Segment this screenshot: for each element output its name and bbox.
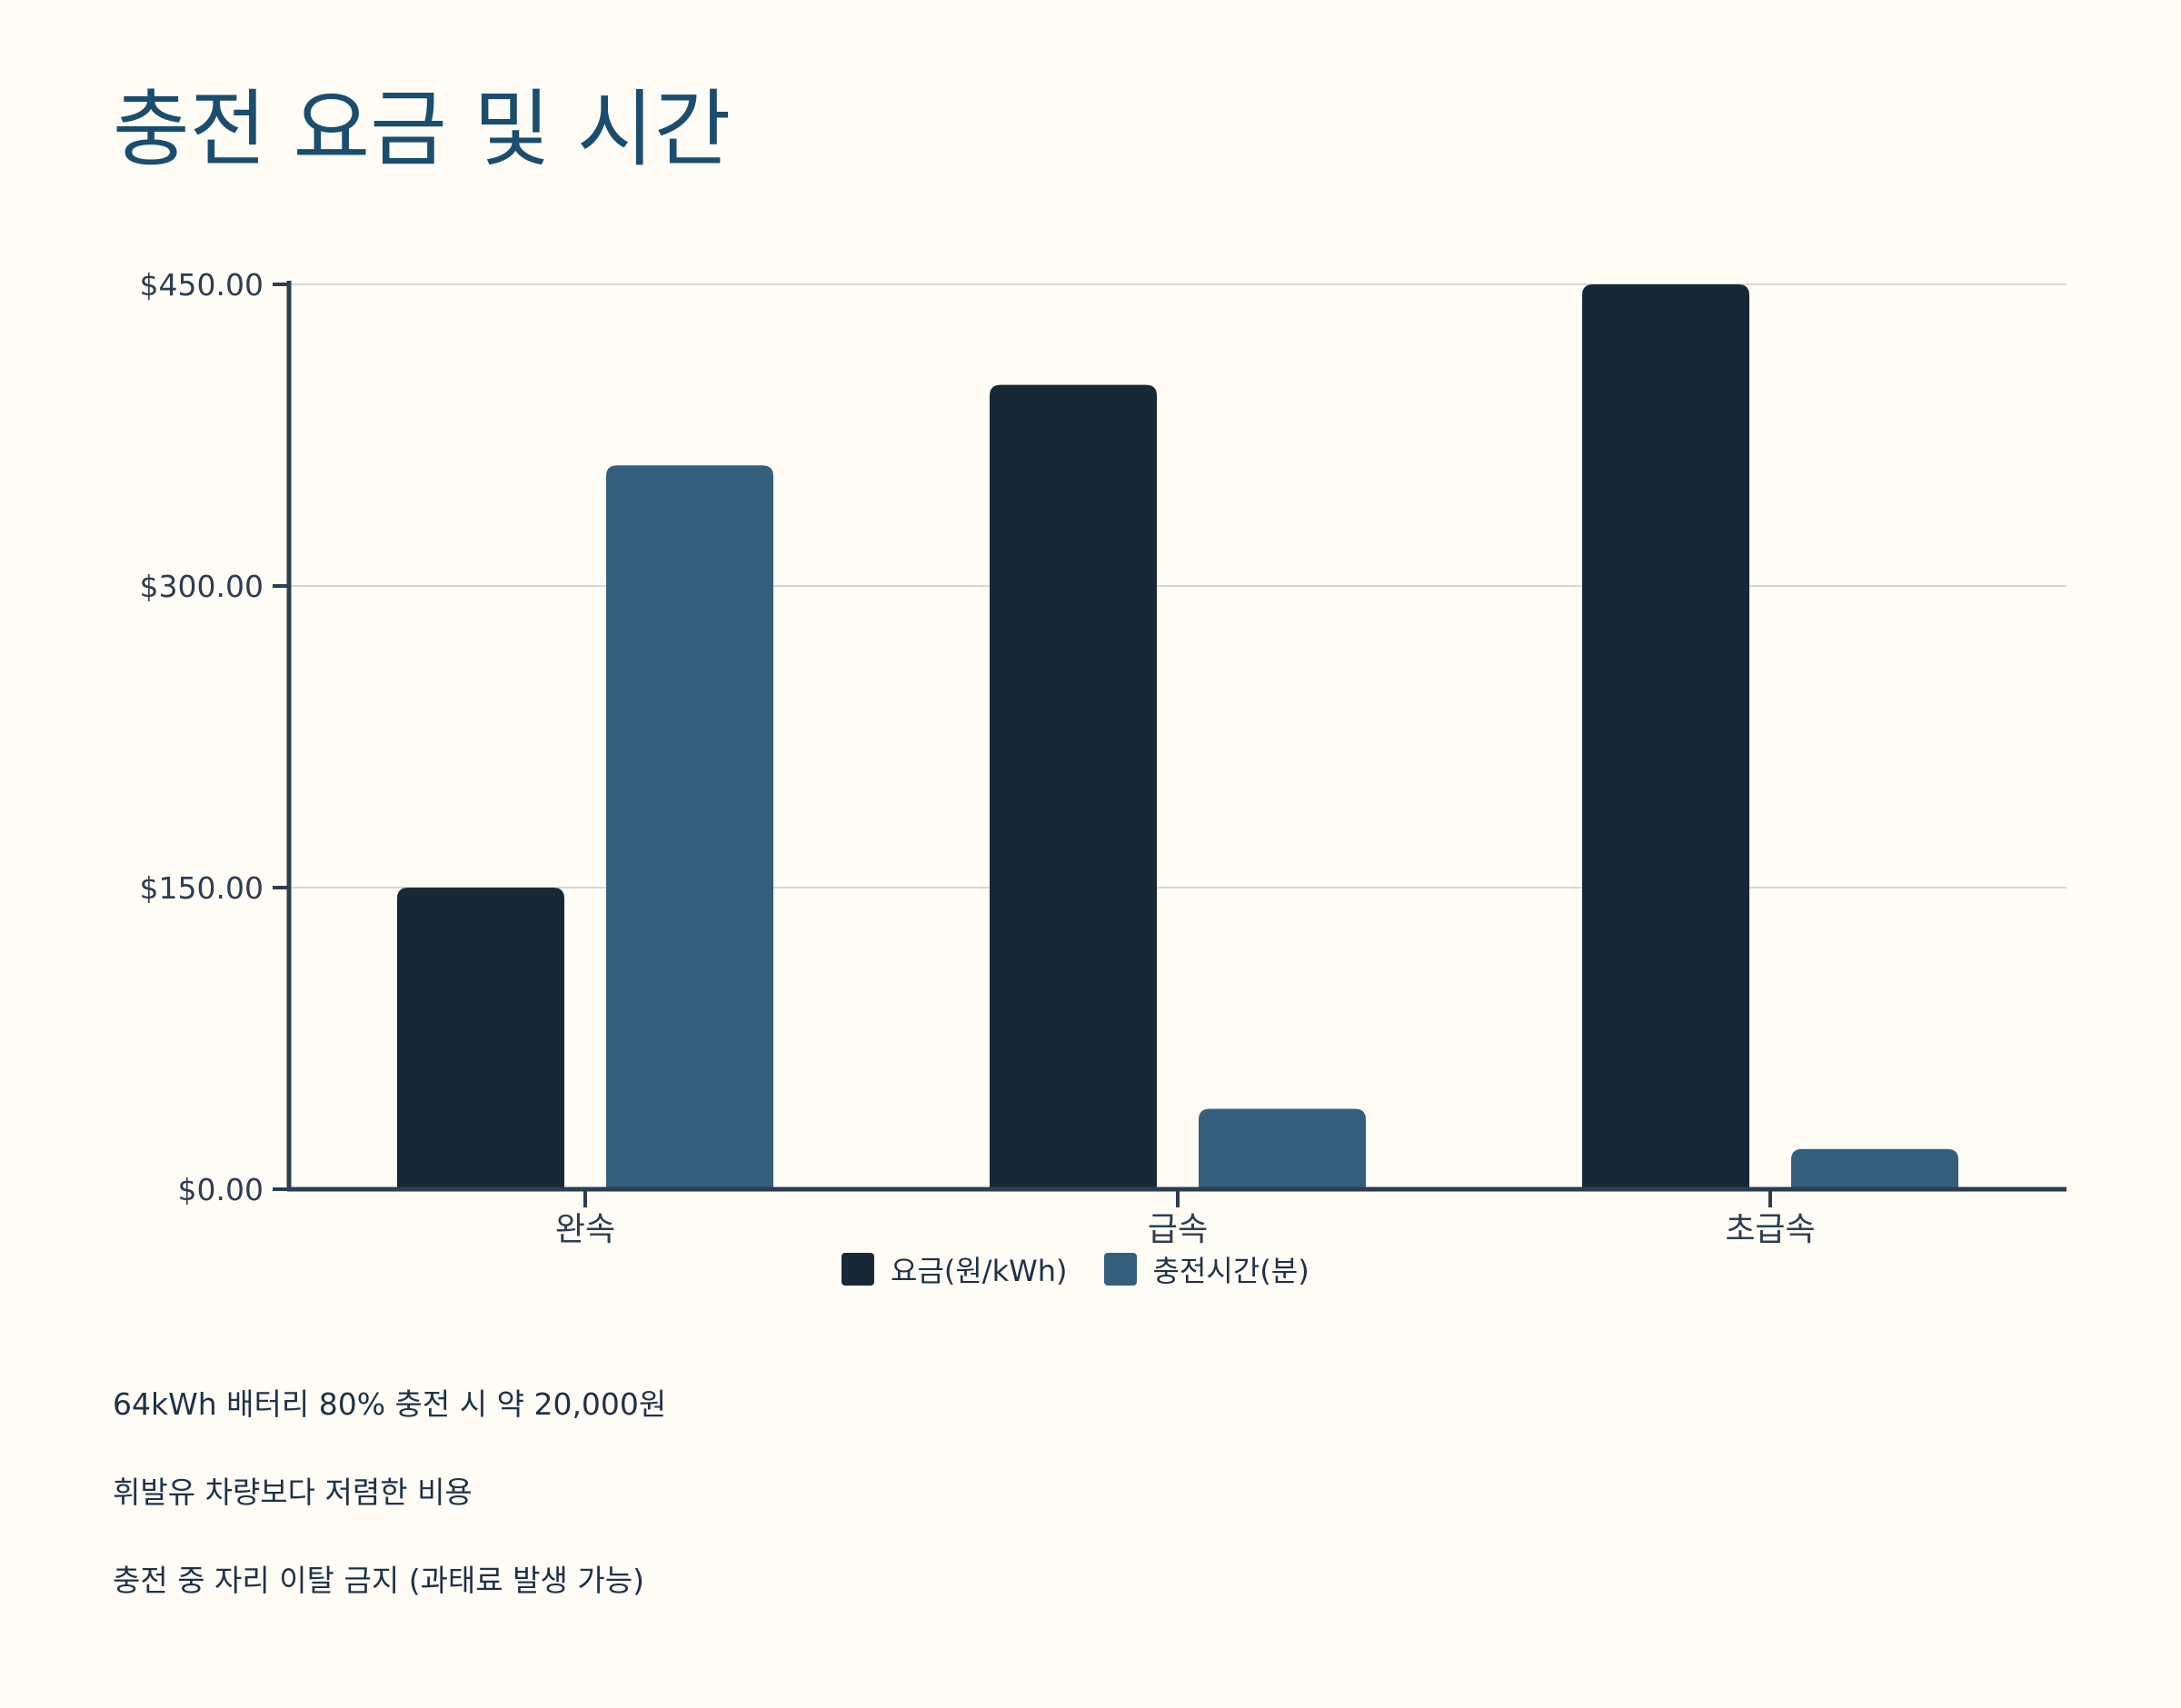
legend-swatch-rate bbox=[842, 1253, 874, 1286]
x-tick-label: 급속 bbox=[1148, 1211, 1208, 1248]
y-tick-label: $0.00 bbox=[178, 1172, 264, 1207]
axes bbox=[273, 281, 2066, 1207]
legend-item-time: 충전시간(분) bbox=[1103, 1248, 1310, 1290]
bar-rate-0 bbox=[397, 888, 564, 1189]
legend: 요금(원/kWh) 충전시간(분) bbox=[842, 1248, 1346, 1290]
grid-lines bbox=[289, 283, 2066, 889]
y-tick-label: $150.00 bbox=[140, 870, 264, 906]
x-tick-label: 초급속 bbox=[1725, 1211, 1815, 1248]
bar-time-1 bbox=[1199, 1108, 1366, 1189]
bar-rate-2 bbox=[1582, 284, 1749, 1189]
note-item: 충전 중 자리 이탈 금지 (과태료 발생 가능) bbox=[113, 1563, 644, 1598]
chart-title: 충전 요금 및 시간 bbox=[113, 81, 732, 178]
note-item: 64kWh 배터리 80% 충전 시 약 20,000원 bbox=[113, 1386, 667, 1422]
bar-chart: $0.00 $150.00 $300.00 $450.00 완속 급속 초급속 bbox=[140, 267, 2066, 1248]
legend-label-rate: 요금(원/kWh) bbox=[891, 1254, 1068, 1288]
note-item: 휘발유 차량보다 저렴한 비용 bbox=[113, 1475, 473, 1510]
bar-time-2 bbox=[1791, 1148, 1958, 1189]
tick-labels: $0.00 $150.00 $300.00 $450.00 완속 급속 초급속 bbox=[140, 267, 1816, 1248]
bar-time-0 bbox=[606, 465, 773, 1189]
bars bbox=[397, 284, 1958, 1190]
y-tick-label: $300.00 bbox=[140, 569, 264, 604]
notes-list: 64kWh 배터리 80% 충전 시 약 20,000원 휘발유 차량보다 저렴… bbox=[113, 1385, 666, 1649]
legend-label-time: 충전시간(분) bbox=[1152, 1254, 1310, 1288]
legend-swatch-time bbox=[1103, 1253, 1137, 1286]
x-tick-label: 완속 bbox=[555, 1211, 615, 1248]
bar-rate-1 bbox=[990, 384, 1157, 1190]
legend-item-rate: 요금(원/kWh) bbox=[842, 1248, 1068, 1290]
y-tick-label: $450.00 bbox=[140, 267, 264, 303]
